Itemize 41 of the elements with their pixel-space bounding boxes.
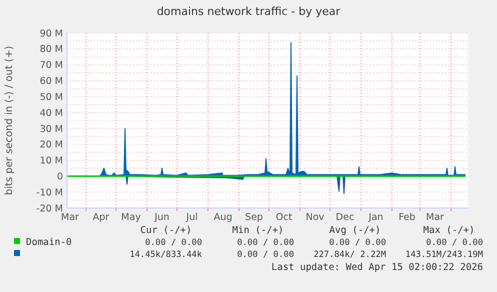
y-tick-label: 90 M (40, 28, 63, 40)
x-tick-label: Jul (185, 212, 198, 223)
y-tick-label: 0 (56, 172, 63, 183)
y-tick-label: 20 M (40, 140, 63, 151)
y-tick-label: -10 M (36, 187, 63, 198)
text: 0.00 / 0.00 (237, 250, 294, 260)
text: Avg (-/+) (329, 225, 381, 236)
y-tick-label: -20 M (36, 203, 63, 214)
text: 143.51M/243.19M (405, 250, 483, 260)
x-tick-label: Jun (154, 212, 170, 223)
text: Last update: Wed Apr 15 02:00:22 2026 (271, 262, 484, 273)
x-tick-label: Feb (398, 212, 416, 223)
legend-label: Domain-0 (26, 237, 72, 248)
x-tick-label: Sep (245, 212, 263, 223)
x-tick-label: Jan (368, 212, 384, 223)
text: 14.45k/833.44k (130, 250, 203, 260)
x-tick-label: Mar (426, 212, 444, 223)
x-tick-label: Dec (336, 212, 354, 223)
text: Max (-/+) (423, 225, 475, 236)
text: 0.00 / 0.00 (145, 238, 202, 248)
x-tick-label: Mar (61, 212, 80, 223)
text: 227.84k/ 2.22M (314, 250, 386, 260)
y-tick-label: 80 M (40, 44, 63, 56)
text: 0.00 / 0.00 (426, 238, 483, 248)
y-tick-label: 50 M (40, 92, 63, 103)
x-tick-label: Apr (92, 212, 110, 223)
y-axis-title: bits per second in (-) / out (+) (4, 46, 15, 196)
x-tick-label: Nov (306, 212, 325, 223)
y-tick-label: 30 M (40, 124, 63, 135)
x-tick-label: Oct (276, 212, 292, 223)
x-tick-label: Aug (214, 212, 232, 223)
x-tick-label: May (121, 212, 142, 223)
y-tick-label: 60 M (40, 76, 63, 88)
text: 0.00 / 0.00 (329, 238, 386, 248)
text: 0.00 / 0.00 (237, 238, 294, 248)
text: Min (-/+) (232, 225, 284, 236)
y-tick-label: 70 M (40, 60, 63, 72)
chart-title: domains network traffic - by year (156, 5, 341, 18)
y-tick-label: 10 M (40, 156, 63, 167)
y-tick-label: 40 M (40, 108, 63, 119)
text: Cur (-/+) (140, 225, 192, 236)
